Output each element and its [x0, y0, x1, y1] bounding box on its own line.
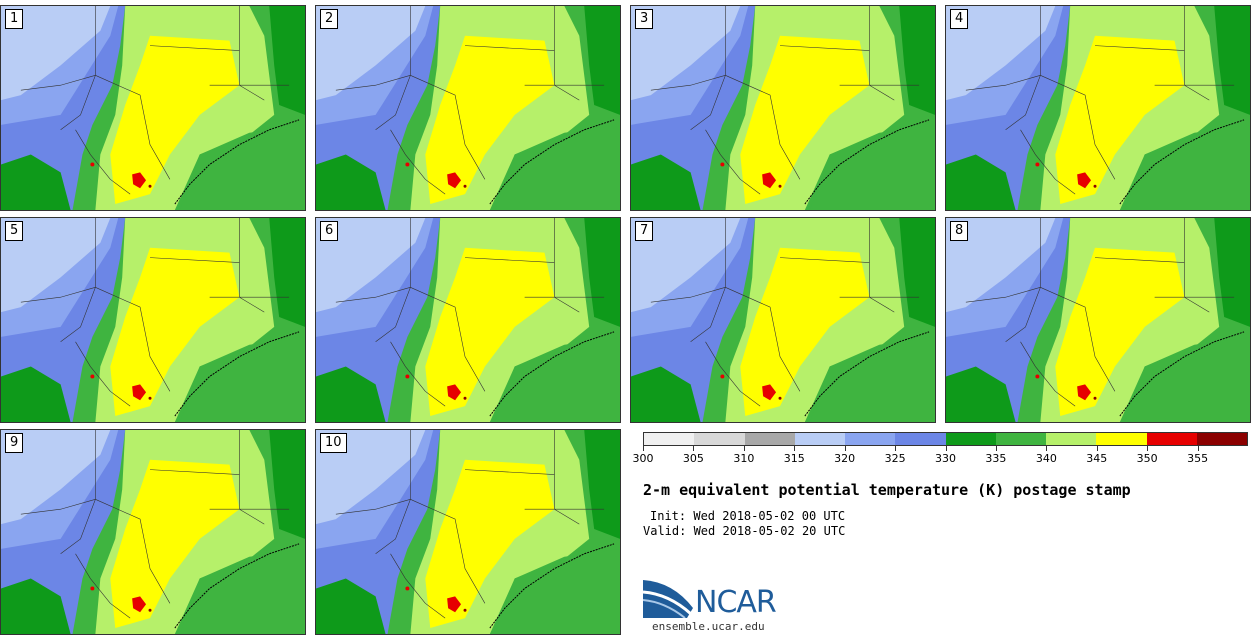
colorbar-tick-label: 355 [1187, 452, 1209, 465]
colorbar-tick-label: 335 [985, 452, 1007, 465]
panel-number: 3 [635, 9, 654, 29]
logo-url: ensemble.ucar.edu [652, 620, 765, 633]
panel-number: 6 [320, 221, 339, 241]
map-panel: 3 [630, 5, 936, 211]
colorbar-swatch [694, 433, 745, 445]
map-panel: 4 [945, 5, 1251, 211]
colorbar-swatch [744, 433, 795, 445]
colorbar-swatch [1196, 433, 1247, 445]
colorbar-swatch [1046, 433, 1097, 445]
colorbar-swatch [644, 433, 695, 445]
map-panel: 8 [945, 217, 1251, 423]
colorbar-tick-label: 310 [733, 452, 755, 465]
panel-number: 4 [950, 9, 969, 29]
map-panel: 10 [315, 429, 621, 635]
colorbar-tick-label: 305 [682, 452, 704, 465]
init-time: Init: Wed 2018-05-02 00 UTC [650, 509, 846, 523]
colorbar-tick [643, 446, 644, 451]
logo-text: NCAR [695, 585, 777, 620]
page-title: 2-m equivalent potential temperature (K)… [643, 481, 1131, 499]
panel-number: 9 [5, 433, 24, 453]
panel-number: 5 [5, 221, 24, 241]
colorbar-swatch [1146, 433, 1197, 445]
colorbar-swatch [794, 433, 845, 445]
colorbar-tick [1147, 446, 1149, 451]
colorbar-tick-label: 345 [1086, 452, 1108, 465]
colorbar-ticks: 300 305 310 315 320 325 330 335 340 345 350 355 [633, 446, 1248, 468]
colorbar-swatch [995, 433, 1046, 445]
panel-number: 1 [5, 9, 24, 29]
colorbar-tick-label: 300 [632, 452, 654, 465]
colorbar-tick [743, 446, 745, 451]
colorbar-tick [895, 446, 897, 451]
colorbar-swatch [945, 433, 996, 445]
colorbar-tick-label: 315 [783, 452, 805, 465]
colorbar [643, 432, 1248, 446]
colorbar-swatch [1096, 433, 1147, 445]
colorbar-tick [1096, 446, 1098, 451]
colorbar-swatch [895, 433, 946, 445]
colorbar-tick-label: 330 [935, 452, 956, 465]
map-panel: 5 [0, 217, 306, 423]
ncar-logo-icon [643, 580, 693, 618]
colorbar-tick-label: 325 [884, 452, 906, 465]
colorbar-tick [995, 446, 997, 451]
colorbar-tick [794, 446, 796, 451]
panel-number: 8 [950, 221, 969, 241]
panel-number: 10 [320, 433, 347, 453]
panel-number: 2 [320, 9, 339, 29]
map-panel: 7 [630, 217, 936, 423]
colorbar-tick [1046, 446, 1048, 451]
valid-time: Valid: Wed 2018-05-02 20 UTC [643, 524, 846, 538]
colorbar-tick [1197, 446, 1199, 451]
colorbar-tick-label: 320 [834, 452, 856, 465]
colorbar-tick-label: 350 [1136, 452, 1158, 465]
panel-number: 7 [635, 221, 654, 241]
colorbar-tick-label: 340 [1035, 452, 1057, 465]
map-panel: 2 [315, 5, 621, 211]
colorbar-swatch [845, 433, 896, 445]
colorbar-tick [844, 446, 846, 451]
map-panel: 9 [0, 429, 306, 635]
colorbar-tick [693, 446, 695, 451]
map-panel: 6 [315, 217, 621, 423]
map-panel: 1 [0, 5, 306, 211]
colorbar-tick [945, 446, 947, 451]
